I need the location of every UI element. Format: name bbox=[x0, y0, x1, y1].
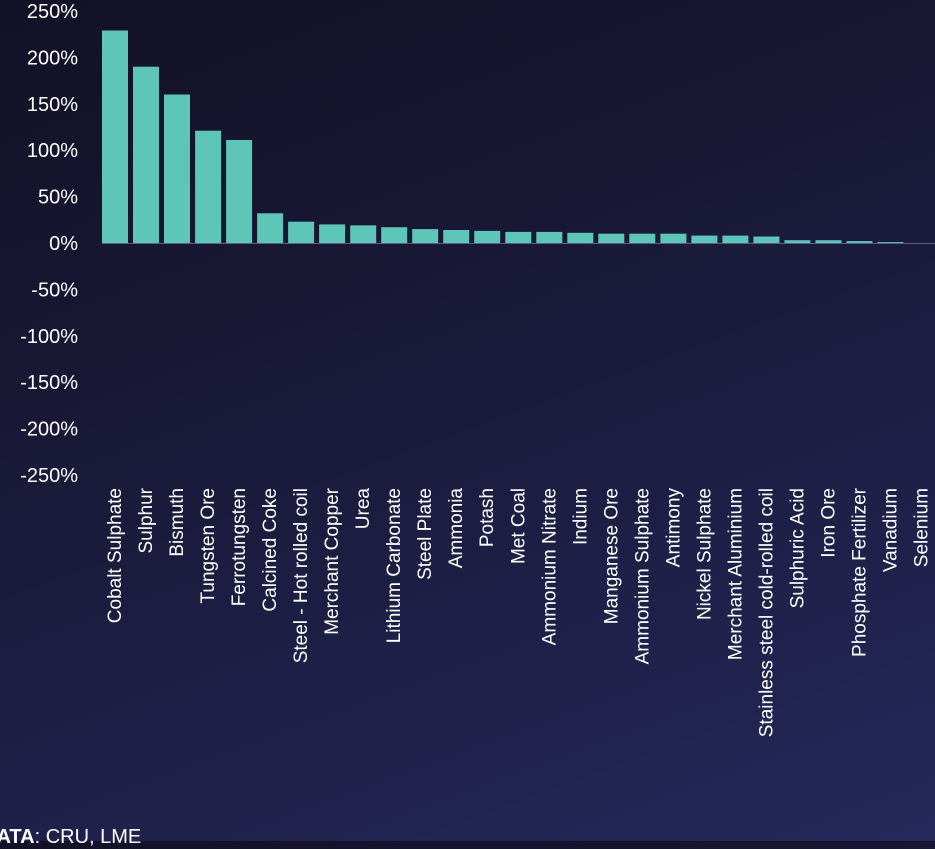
y-axis: -250% -200% -150% -100% -50% 0% 50% 100% 150% 200… bbox=[20, 1, 78, 487]
x-tick-label: Phosphate Fertilizer bbox=[850, 487, 871, 657]
source-label: DATA bbox=[0, 826, 35, 848]
x-tick-label: Steel Plate bbox=[415, 488, 436, 580]
x-tick-label: Bismuth bbox=[167, 488, 188, 557]
y-tick-label: 0% bbox=[49, 233, 78, 255]
bar bbox=[102, 30, 128, 243]
x-tick-label: Urea bbox=[353, 488, 374, 530]
y-tick-label: -150% bbox=[20, 372, 78, 394]
bar bbox=[536, 231, 563, 243]
x-tick-label: Selenium bbox=[912, 488, 933, 567]
bar bbox=[133, 66, 159, 243]
x-tick-label: Lithium Carbonate bbox=[384, 488, 405, 643]
x-tick-label: Stainless steel cold-rolled coil bbox=[756, 488, 777, 737]
y-tick-label: 100% bbox=[27, 140, 78, 162]
x-tick-label: Merchant Aluminium bbox=[725, 488, 746, 660]
bar bbox=[257, 213, 284, 243]
y-tick-label: -250% bbox=[20, 465, 78, 487]
y-tick-label: -50% bbox=[31, 279, 78, 301]
bar bbox=[815, 240, 842, 243]
x-tick-label: Cobalt Sulphate bbox=[105, 488, 126, 623]
bar bbox=[691, 235, 718, 243]
bar bbox=[784, 240, 811, 243]
x-tick-label: Ammonium Nitrate bbox=[539, 488, 560, 645]
bar bbox=[846, 241, 873, 243]
bar bbox=[753, 236, 780, 243]
y-tick-label: 50% bbox=[38, 187, 78, 209]
bar bbox=[877, 242, 904, 243]
y-tick-label: -100% bbox=[20, 326, 78, 348]
x-tick-label: Antimony bbox=[663, 488, 684, 568]
bar bbox=[164, 94, 190, 243]
source-note: DATA: CRU, LME bbox=[0, 826, 141, 849]
y-tick-label: 200% bbox=[27, 47, 78, 69]
bar bbox=[660, 233, 687, 243]
bar bbox=[722, 235, 749, 243]
x-tick-label: Sulphuric Acid bbox=[787, 488, 808, 608]
x-tick-label: Iron Ore bbox=[819, 488, 840, 558]
y-tick-label: 150% bbox=[27, 94, 78, 116]
bar bbox=[505, 231, 532, 243]
bar bbox=[319, 224, 346, 243]
x-tick-label: Steel - Hot rolled coil bbox=[291, 488, 312, 663]
bar bbox=[474, 230, 501, 243]
x-tick-label: Calcined Coke bbox=[260, 488, 281, 612]
bar bbox=[443, 230, 470, 243]
bar bbox=[288, 221, 315, 243]
source-text: : CRU, LME bbox=[34, 826, 142, 848]
bar bbox=[381, 227, 408, 243]
x-tick-label: Ammonium Sulphate bbox=[632, 488, 653, 664]
bar bbox=[350, 225, 377, 243]
x-tick-label: Sulphur bbox=[136, 487, 157, 553]
y-tick-label: 250% bbox=[27, 1, 78, 23]
bar-series bbox=[102, 30, 935, 244]
x-tick-label: Tungsten Ore bbox=[198, 488, 219, 603]
x-tick-label: Merchant Copper bbox=[322, 487, 343, 634]
bar bbox=[567, 232, 594, 243]
x-tick-label: Nickel Sulphate bbox=[694, 488, 715, 620]
y-tick-label: -200% bbox=[20, 419, 78, 441]
x-axis: Cobalt Sulphate Sulphur Bismuth Tungsten Or… bbox=[105, 487, 933, 737]
x-tick-label: Potash bbox=[477, 488, 498, 547]
bar bbox=[412, 229, 439, 243]
bar bbox=[226, 140, 253, 243]
bar bbox=[629, 233, 656, 243]
x-tick-label: Indium bbox=[570, 488, 591, 545]
x-tick-label: Ammonia bbox=[446, 488, 467, 569]
x-tick-label: Ferrotungsten bbox=[229, 488, 250, 606]
x-tick-label: Met Coal bbox=[508, 488, 529, 564]
bar bbox=[195, 130, 222, 243]
x-tick-label: Vanadium bbox=[881, 488, 902, 572]
bar bbox=[598, 233, 625, 243]
x-tick-label: Manganese Ore bbox=[601, 488, 622, 624]
